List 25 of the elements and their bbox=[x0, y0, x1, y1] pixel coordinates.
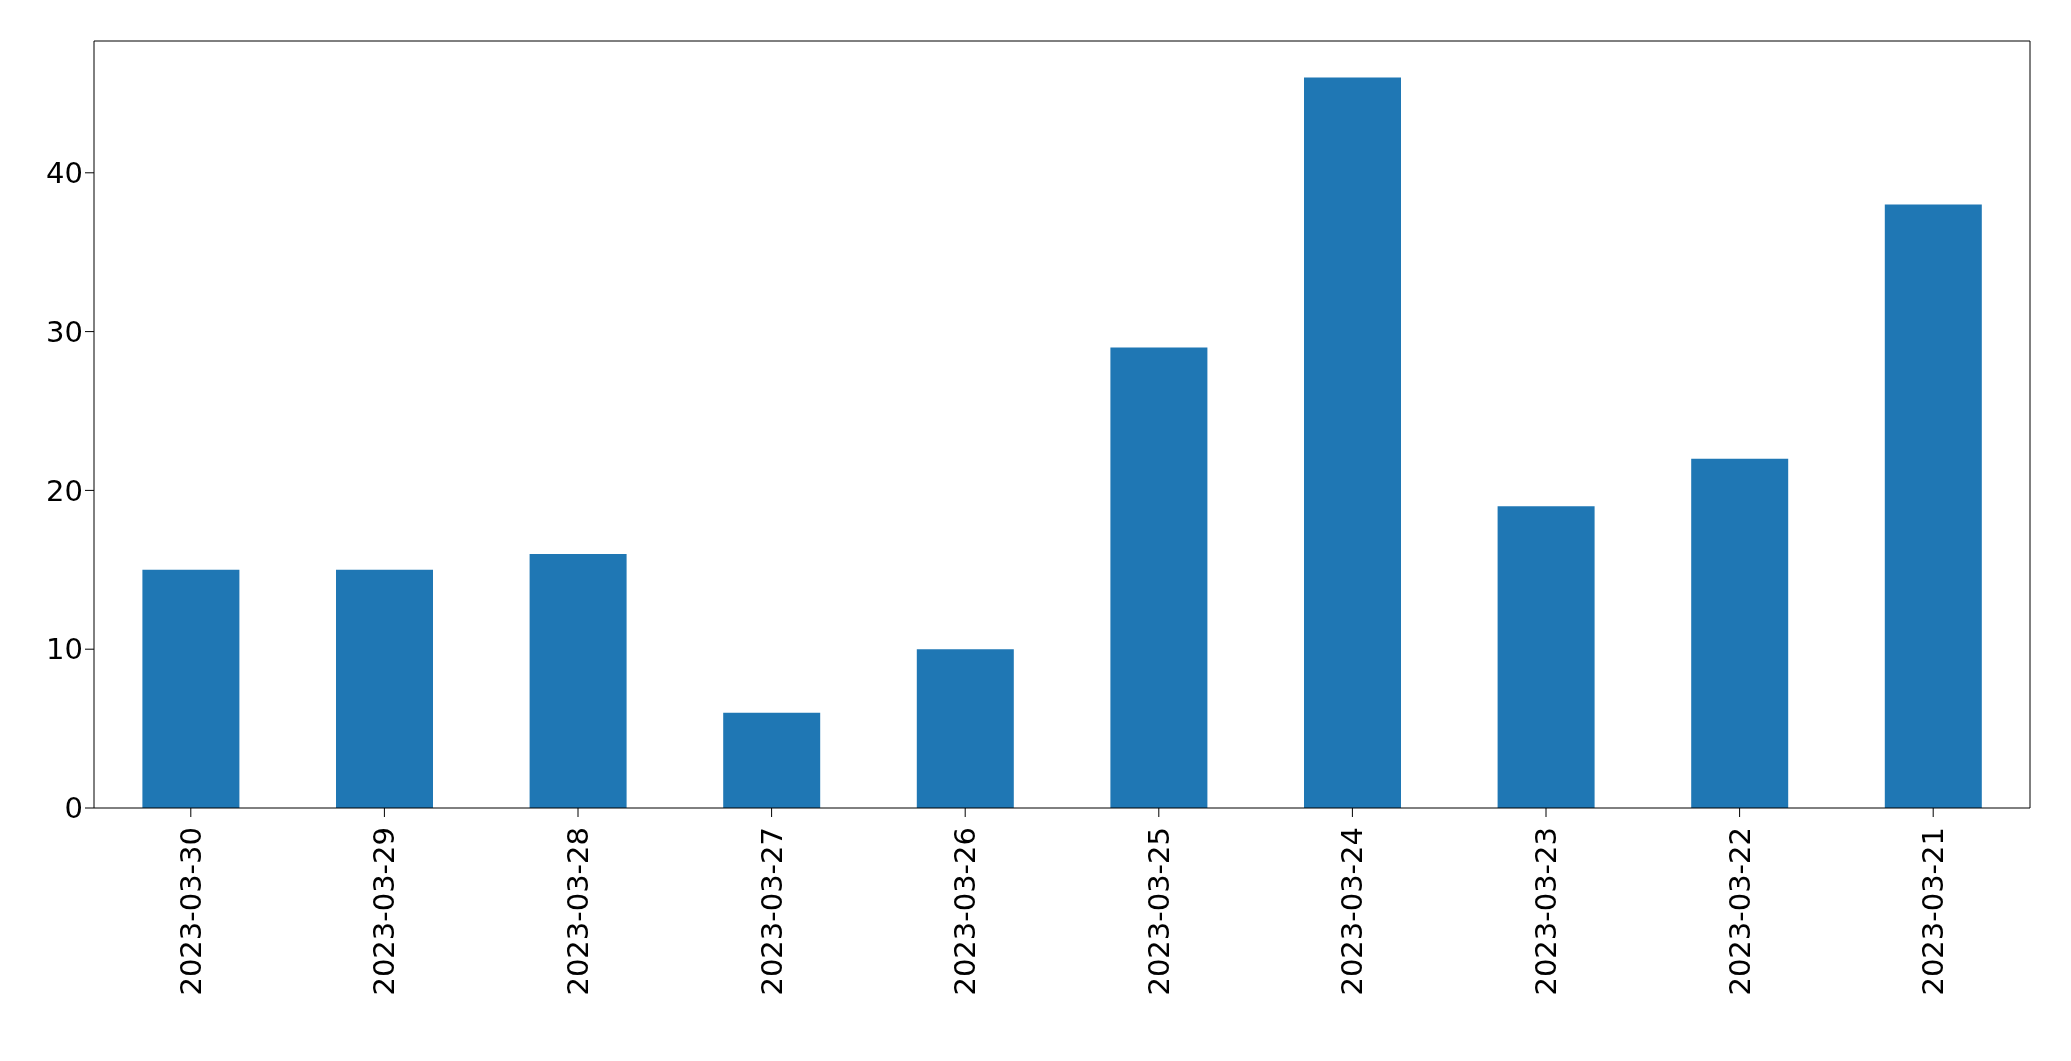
y-tick-label: 0 bbox=[64, 791, 83, 826]
bar bbox=[142, 569, 240, 808]
bar bbox=[529, 553, 627, 808]
bar bbox=[1110, 347, 1208, 808]
x-tick-label: 2023-03-23 bbox=[1529, 827, 1563, 996]
y-tick-label: 40 bbox=[46, 156, 83, 191]
bar bbox=[1304, 77, 1401, 808]
x-tick-label: 2023-03-21 bbox=[1916, 827, 1951, 996]
y-tick-label: 30 bbox=[46, 314, 83, 349]
y-tick-label: 20 bbox=[46, 473, 83, 508]
x-tick-label: 2023-03-28 bbox=[561, 827, 595, 996]
y-tick-label: 10 bbox=[46, 632, 83, 667]
bar bbox=[723, 712, 821, 808]
bar bbox=[1497, 506, 1595, 808]
x-tick-label: 2023-03-30 bbox=[173, 827, 208, 996]
bar bbox=[1691, 458, 1789, 808]
x-tick-label: 2023-03-29 bbox=[367, 827, 402, 996]
bar bbox=[916, 649, 1014, 808]
x-tick-label: 2023-03-22 bbox=[1722, 827, 1757, 996]
x-tick-label: 2023-03-27 bbox=[754, 827, 789, 996]
bar bbox=[336, 569, 433, 808]
x-tick-label: 2023-03-24 bbox=[1335, 827, 1370, 996]
bar bbox=[1884, 204, 1982, 808]
x-tick-label: 2023-03-25 bbox=[1141, 827, 1176, 996]
x-tick-label: 2023-03-26 bbox=[948, 827, 983, 996]
